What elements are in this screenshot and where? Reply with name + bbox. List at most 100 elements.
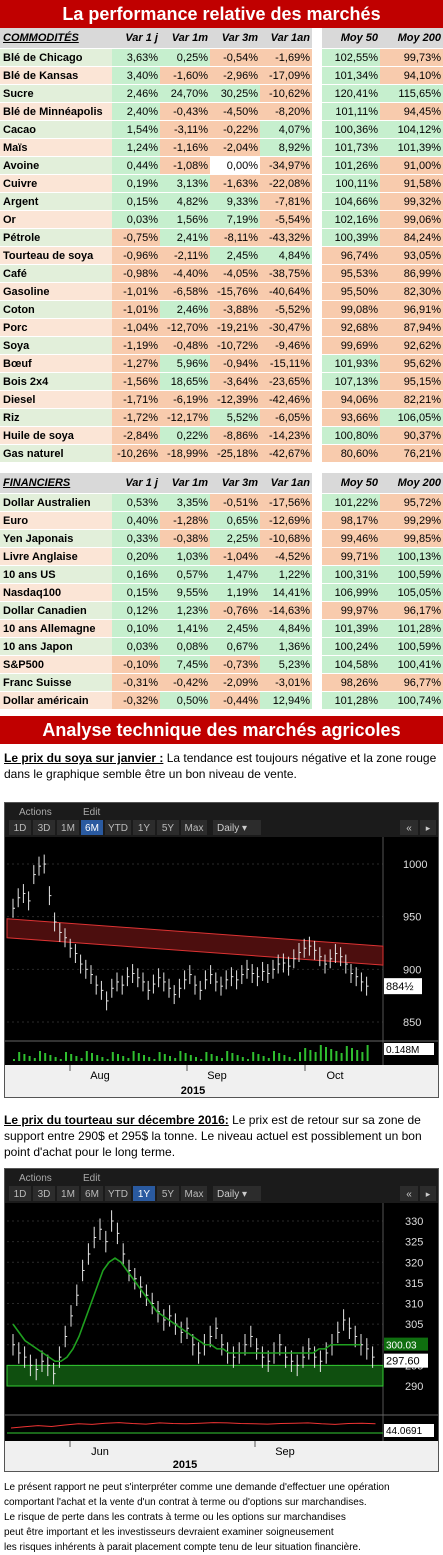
table-cell: 93,66% bbox=[322, 408, 380, 427]
volume-bar bbox=[106, 1059, 109, 1061]
column-header: Var 1 j bbox=[112, 28, 160, 49]
period-label: 6M bbox=[85, 1189, 99, 1200]
volume-bar bbox=[111, 1052, 114, 1061]
table-cell: 104,58% bbox=[322, 655, 380, 674]
last-price-tag bbox=[384, 978, 422, 995]
table-row: Blé de Kansas 3,40% -1,60% -2,96% -17,09% 101… bbox=[0, 66, 443, 85]
table-row: Avoine 0,44% -1,08% 0,00% -34,97% 101,26% 91,0… bbox=[0, 156, 443, 175]
collapse-button[interactable] bbox=[400, 820, 418, 835]
table-cell: 2,45% bbox=[210, 246, 260, 265]
y-tick-label: 320 bbox=[405, 1257, 423, 1269]
volume-bar bbox=[340, 1053, 343, 1061]
table-cell: 100,13% bbox=[380, 547, 443, 566]
row-label: Bois 2x4 bbox=[0, 372, 112, 391]
column-header: Moy 200 bbox=[380, 473, 443, 494]
chevron-left-icon: « bbox=[406, 823, 412, 834]
table-cell: -0,98% bbox=[112, 264, 160, 283]
table-cell: 100,41% bbox=[380, 655, 443, 674]
period-button-max[interactable] bbox=[181, 1186, 207, 1201]
table-cell: -5,54% bbox=[260, 210, 312, 229]
y-tick-label: 950 bbox=[403, 912, 421, 924]
table-cell: 99,85% bbox=[380, 529, 443, 548]
table-cell: 0,57% bbox=[160, 565, 210, 584]
table-cell: 2,46% bbox=[160, 300, 210, 319]
volume-bar bbox=[127, 1058, 130, 1061]
frequency-dropdown[interactable] bbox=[213, 820, 261, 835]
period-button-ytd[interactable] bbox=[105, 820, 131, 835]
period-label: Max bbox=[185, 823, 204, 834]
period-button-5y[interactable] bbox=[157, 1186, 179, 1201]
period-button-1d[interactable] bbox=[9, 820, 31, 835]
period-button-3d[interactable] bbox=[33, 1186, 55, 1201]
volume-bar bbox=[304, 1048, 307, 1061]
period-button-6m[interactable] bbox=[81, 1186, 103, 1201]
period-button-ytd[interactable] bbox=[105, 1186, 131, 1201]
table-cell: -8,20% bbox=[260, 102, 312, 121]
period-button-5y[interactable] bbox=[157, 820, 179, 835]
column-header: Var 3m bbox=[210, 28, 260, 49]
scroll-right-button[interactable] bbox=[420, 1186, 436, 1201]
volume-bar bbox=[59, 1059, 62, 1061]
volume-bar bbox=[299, 1052, 301, 1061]
period-button-1y[interactable] bbox=[133, 820, 155, 835]
arrow-right-icon: ▸ bbox=[426, 823, 431, 833]
table-row: 10 ans Allemagne 0,10% 1,41% 2,45% 4,84% 101,… bbox=[0, 619, 443, 638]
table-cell: 0,03% bbox=[112, 637, 160, 656]
period-button-3d[interactable] bbox=[33, 820, 55, 835]
table-cell: 115,65% bbox=[380, 84, 443, 103]
table-cell: -10,72% bbox=[210, 336, 260, 355]
table-cell: -8,86% bbox=[210, 426, 260, 445]
table-cell: -7,81% bbox=[260, 192, 312, 211]
commodities-header-row: COMMODITÉS Var 1 j Var 1m Var 3m Var 1an Moy … bbox=[0, 28, 443, 49]
scroll-right-button[interactable] bbox=[420, 820, 436, 835]
performance-title: La performance relative des marchés bbox=[0, 0, 443, 28]
table-cell: -22,08% bbox=[260, 174, 312, 193]
row-label: Dollar Canadien bbox=[0, 601, 112, 620]
period-button-max[interactable] bbox=[181, 820, 207, 835]
volume-label: 0.148M bbox=[386, 1045, 419, 1056]
row-label: Cuivre bbox=[0, 174, 112, 193]
table-cell: -0,38% bbox=[160, 529, 210, 548]
period-button-1d[interactable] bbox=[9, 1186, 31, 1201]
table-cell: 3,13% bbox=[160, 174, 210, 193]
table-cell: 5,52% bbox=[210, 408, 260, 427]
volume-bar bbox=[247, 1059, 249, 1061]
table-row: Or 0,03% 1,56% 7,19% -5,54% 102,16% 99,06% bbox=[0, 210, 443, 229]
table-cell: 90,37% bbox=[380, 426, 443, 445]
soy-lead: Le prix du soya sur janvier : bbox=[4, 751, 164, 765]
collapse-button[interactable] bbox=[400, 1186, 418, 1201]
table-cell: 93,05% bbox=[380, 246, 443, 265]
period-button-1m[interactable] bbox=[57, 1186, 79, 1201]
row-label: Sucre bbox=[0, 84, 112, 103]
table-cell: 0,10% bbox=[112, 619, 160, 638]
table-cell: 14,41% bbox=[260, 583, 312, 602]
table-cell: 99,08% bbox=[322, 300, 380, 319]
table-row: Argent 0,15% 4,82% 9,33% -7,81% 104,66% 99,32% bbox=[0, 192, 443, 211]
section-header: FINANCIERS bbox=[0, 473, 112, 494]
period-button-1m[interactable] bbox=[57, 820, 79, 835]
row-label: Avoine bbox=[0, 156, 112, 175]
frequency-dropdown[interactable] bbox=[213, 1186, 261, 1201]
table-cell: -4,05% bbox=[210, 264, 260, 283]
row-label: Dollar Australien bbox=[0, 493, 112, 512]
table-cell: 101,22% bbox=[322, 493, 380, 512]
table-cell: -3,01% bbox=[260, 673, 312, 692]
table-cell: 0,08% bbox=[160, 637, 210, 656]
volume-bar bbox=[163, 1054, 166, 1061]
period-button-6m[interactable] bbox=[81, 820, 103, 835]
table-cell: -1,60% bbox=[160, 66, 210, 85]
period-label: 1Y bbox=[138, 1189, 151, 1200]
table-cell: 1,41% bbox=[160, 619, 210, 638]
table-cell: -14,63% bbox=[260, 601, 312, 620]
table-row: Bois 2x4 -1,56% 18,65% -3,64% -23,65% 107,13%… bbox=[0, 372, 443, 391]
financials-header-row: FINANCIERS Var 1 j Var 1m Var 3m Var 1an Moy … bbox=[0, 473, 443, 494]
table-row: Maïs 1,24% -1,16% -2,04% 8,92% 101,73% 101,39% bbox=[0, 138, 443, 157]
period-button-1y[interactable] bbox=[133, 1186, 155, 1201]
row-label: S&P500 bbox=[0, 655, 112, 674]
y-tick-label: 330 bbox=[405, 1216, 423, 1228]
period-label: 1D bbox=[14, 823, 27, 834]
table-cell: 100,36% bbox=[322, 120, 380, 139]
table-row: Diesel -1,71% -6,19% -12,39% -42,46% 94,06% 82… bbox=[0, 390, 443, 409]
table-row: Dollar Canadien 0,12% 1,23% -0,76% -14,63% 99… bbox=[0, 601, 443, 620]
table-cell: 101,28% bbox=[322, 691, 380, 710]
